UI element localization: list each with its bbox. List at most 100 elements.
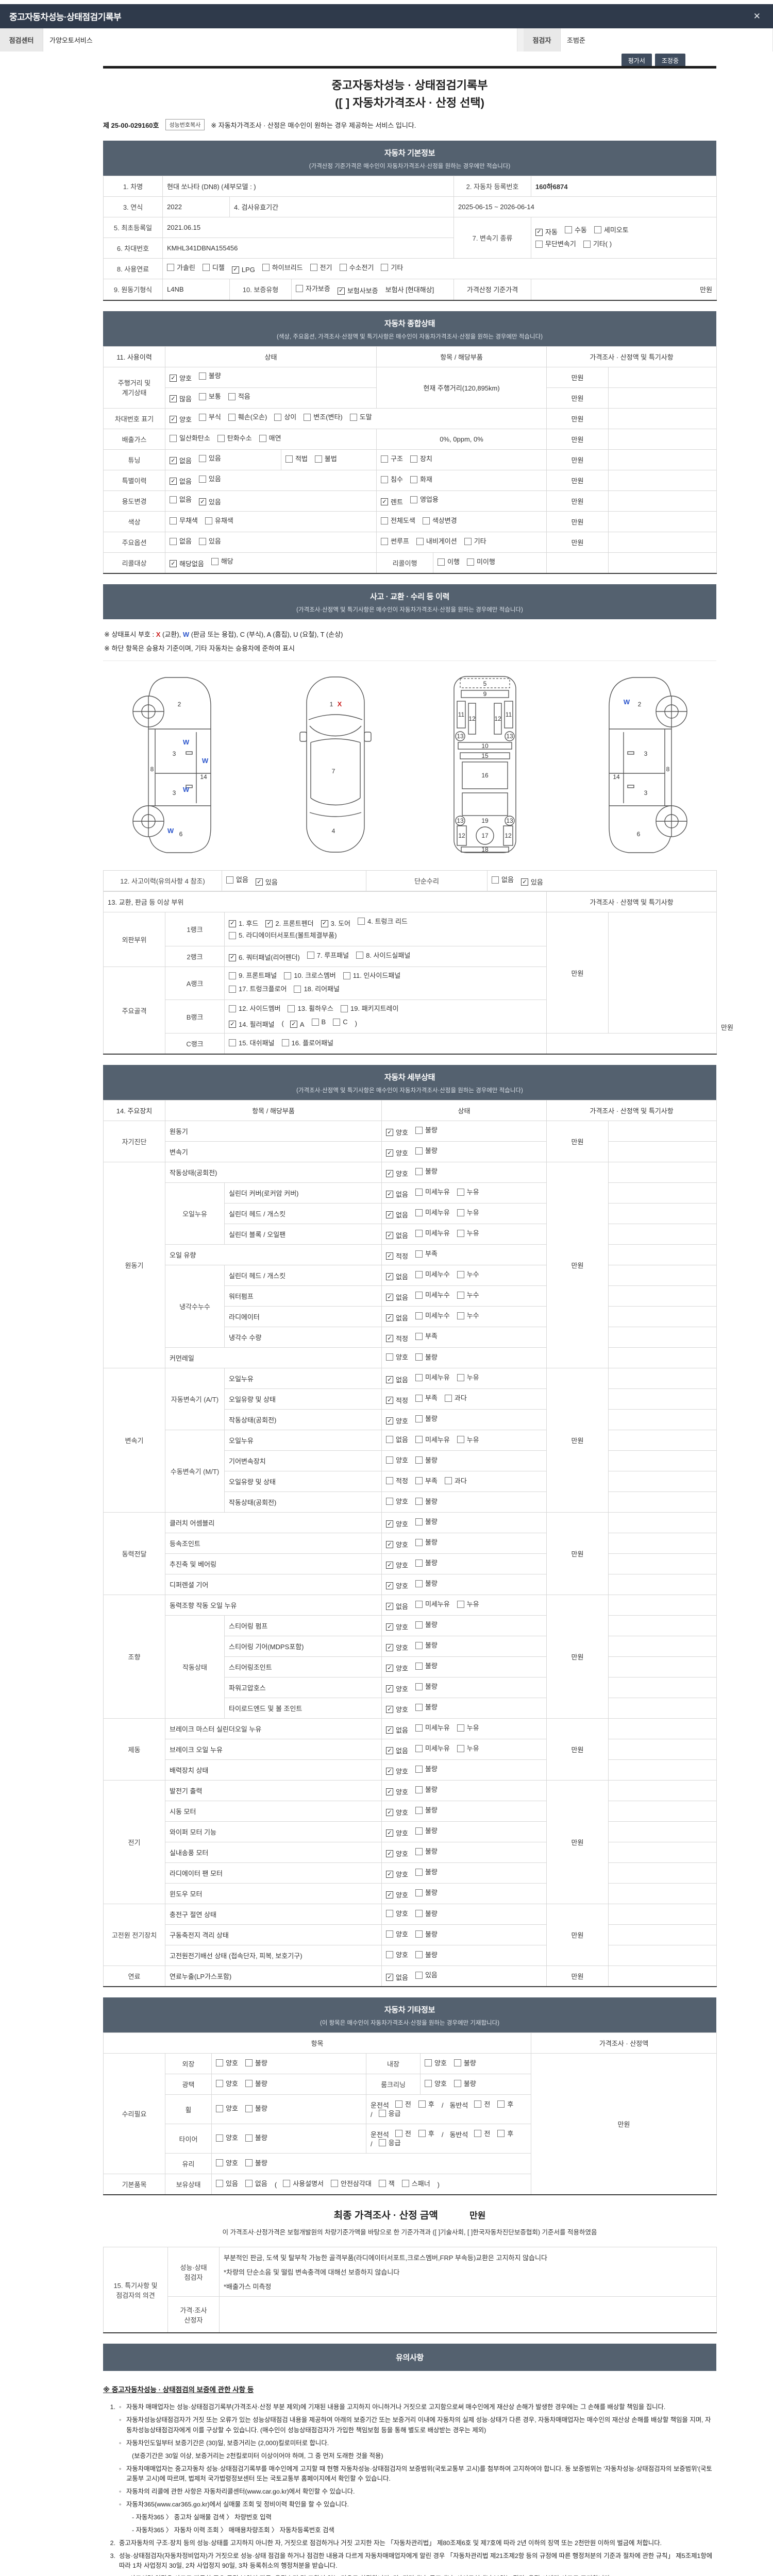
note-input[interactable] <box>608 1801 717 1822</box>
unchecked-box-icon[interactable] <box>415 1188 423 1196</box>
unchecked-box-icon[interactable] <box>381 455 389 463</box>
checkbox-option[interactable]: 있음 <box>198 537 221 545</box>
checkbox-option[interactable]: ✓ 양호 <box>386 1170 408 1178</box>
checked-box-icon[interactable]: ✓ <box>386 1788 394 1796</box>
checkbox-option[interactable]: 색상변경 <box>422 517 457 524</box>
checkbox-option[interactable]: 7. 루프패널 <box>307 952 349 959</box>
note-input[interactable] <box>608 1327 717 1348</box>
checkbox-option[interactable]: 불량 <box>415 1910 438 1918</box>
checkbox-option[interactable]: 양호 <box>216 2159 238 2167</box>
checkbox-option[interactable]: 장치 <box>410 455 432 463</box>
checkbox-option[interactable]: 18. 리어패널 <box>294 985 340 993</box>
checkbox-option[interactable]: 안전삼각대 <box>331 2180 372 2188</box>
unchecked-box-icon[interactable] <box>245 2080 253 2088</box>
unchecked-box-icon[interactable] <box>170 537 177 545</box>
checkbox-option[interactable]: 내비게이션 <box>416 537 457 545</box>
unchecked-box-icon[interactable] <box>216 2105 223 2112</box>
checked-box-icon[interactable]: ✓ <box>229 954 236 961</box>
checkbox-option[interactable]: ✓ 없음 <box>386 1191 408 1198</box>
checkbox-option[interactable]: ✓ 렌트 <box>381 498 403 506</box>
checkbox-option[interactable]: ✓ LPG <box>231 266 255 274</box>
checkbox-option[interactable]: 응급 <box>378 2139 401 2147</box>
checkbox-option[interactable]: ✓ 양호 <box>386 1788 408 1796</box>
checkbox-option[interactable]: ✓ 있음 <box>520 878 543 886</box>
note-input[interactable] <box>608 912 717 1034</box>
checkbox-option[interactable]: ✓ 양호 <box>386 1665 408 1672</box>
checkbox-option[interactable]: ✓ 없음 <box>386 1376 408 1384</box>
unchecked-box-icon[interactable] <box>274 413 282 421</box>
unchecked-box-icon[interactable] <box>415 1332 423 1340</box>
checkbox-option[interactable]: 불량 <box>415 1415 438 1422</box>
checkbox-option[interactable]: 불량 <box>415 1930 438 1938</box>
checkbox-option[interactable]: 불량 <box>415 1167 438 1175</box>
checkbox-option[interactable]: 양호 <box>386 1456 408 1464</box>
unchecked-box-icon[interactable] <box>418 2130 426 2138</box>
unchecked-box-icon[interactable] <box>386 1477 394 1485</box>
unchecked-box-icon[interactable] <box>415 1724 423 1732</box>
note-input[interactable] <box>608 1883 717 1905</box>
note-input[interactable] <box>608 1553 717 1575</box>
checkbox-option[interactable]: 불량 <box>415 1786 438 1793</box>
checkbox-option[interactable]: 불량 <box>415 1559 438 1567</box>
checkbox-option[interactable]: ✓ 양호 <box>386 1871 408 1878</box>
checkbox-option[interactable]: 미세누유 <box>415 1209 450 1216</box>
checkbox-option[interactable]: 누유 <box>457 1600 479 1608</box>
checkbox-option[interactable]: 훼손(오손) <box>228 413 267 421</box>
checkbox-option[interactable]: 누수 <box>457 1312 479 1319</box>
checked-box-icon[interactable]: ✓ <box>231 266 239 274</box>
checkbox-option[interactable]: 전기 <box>310 264 332 272</box>
checkbox-option[interactable]: 불량 <box>415 1621 438 1629</box>
checkbox-option[interactable]: 기타( ) <box>583 240 612 248</box>
checkbox-option[interactable]: 불량 <box>415 1827 438 1835</box>
unchecked-box-icon[interactable] <box>415 1209 423 1216</box>
checkbox-option[interactable]: 불량 <box>415 1806 438 1814</box>
checked-box-icon[interactable]: ✓ <box>386 1335 394 1343</box>
checkbox-option[interactable]: 잭 <box>378 2180 395 2188</box>
note-input[interactable] <box>608 449 717 470</box>
checkbox-option[interactable]: 불량 <box>415 1662 438 1670</box>
note-input[interactable] <box>608 1347 717 1369</box>
checkbox-option[interactable]: ✓ 보험사보증 <box>337 287 378 295</box>
checkbox-option[interactable]: ✓ 1. 후드 <box>229 920 258 927</box>
checkbox-option[interactable]: 전체도색 <box>381 517 415 524</box>
checkbox-option[interactable]: 양호 <box>386 1353 408 1361</box>
checkbox-option[interactable]: 미세누수 <box>415 1270 450 1278</box>
checkbox-option[interactable]: 불량 <box>415 1889 438 1896</box>
checkbox-option[interactable]: 보통 <box>198 393 221 400</box>
note-input[interactable] <box>608 1141 717 1163</box>
unchecked-box-icon[interactable] <box>198 475 206 483</box>
checkbox-option[interactable]: 없음 <box>226 876 248 884</box>
checkbox-option[interactable]: 전 <box>395 2130 411 2138</box>
checkbox-option[interactable]: 양호 <box>216 2080 238 2088</box>
checkbox-option[interactable]: ✓ 양호 <box>386 1149 408 1157</box>
checkbox-option[interactable]: 16. 플로어패널 <box>281 1039 333 1047</box>
checked-box-icon[interactable]: ✓ <box>386 1871 394 1878</box>
unchecked-box-icon[interactable] <box>466 558 474 566</box>
unchecked-box-icon[interactable] <box>294 985 301 993</box>
checkbox-option[interactable]: 디젤 <box>202 264 225 272</box>
unchecked-box-icon[interactable] <box>216 2159 223 2167</box>
checkbox-option[interactable]: 해당 <box>211 557 233 565</box>
checkbox-option[interactable]: 구조 <box>381 455 403 463</box>
checkbox-option[interactable]: ✓ 3. 도어 <box>321 920 350 927</box>
unchecked-box-icon[interactable] <box>457 1209 464 1216</box>
checked-box-icon[interactable]: ✓ <box>337 287 345 295</box>
unchecked-box-icon[interactable] <box>415 1848 423 1855</box>
unchecked-box-icon[interactable] <box>415 1600 423 1608</box>
checked-box-icon[interactable]: ✓ <box>290 1021 297 1028</box>
checkbox-option[interactable]: 부족 <box>415 1477 438 1485</box>
unchecked-box-icon[interactable] <box>228 393 236 400</box>
unchecked-box-icon[interactable] <box>229 972 236 979</box>
unchecked-box-icon[interactable] <box>386 1930 394 1938</box>
checkbox-option[interactable]: 양호 <box>216 2059 238 2067</box>
checked-box-icon[interactable]: ✓ <box>535 228 543 236</box>
appraiser-opinion-input[interactable] <box>219 2296 717 2333</box>
note-input[interactable] <box>608 511 717 532</box>
checkbox-option[interactable]: 유채색 <box>205 517 233 524</box>
checkbox-option[interactable]: 누유 <box>457 1188 479 1196</box>
unchecked-box-icon[interactable] <box>245 2180 253 2188</box>
checkbox-option[interactable]: ✓ 양호 <box>170 416 192 423</box>
checkbox-option[interactable]: ✓ 적정 <box>386 1397 408 1404</box>
note-input[interactable] <box>608 1182 717 1204</box>
unchecked-box-icon[interactable] <box>410 496 417 503</box>
